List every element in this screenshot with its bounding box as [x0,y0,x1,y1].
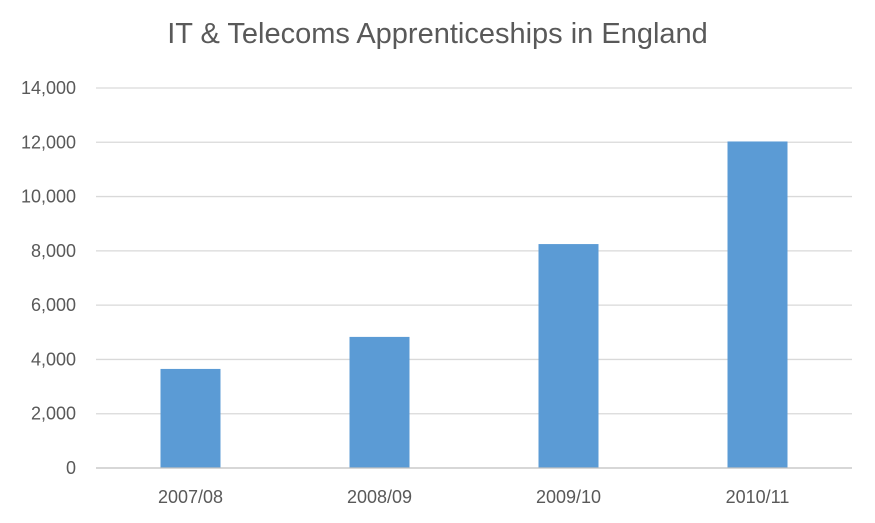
y-tick-label: 10,000 [21,187,76,207]
x-tick-label: 2009/10 [536,487,601,507]
y-tick-label: 0 [66,458,76,478]
chart-title: IT & Telecoms Apprenticeships in England [167,18,708,50]
y-tick-label: 6,000 [31,295,76,315]
y-tick-labels: 0 2,000 4,000 6,000 8,000 10,000 12,000 14,000 [21,78,76,478]
x-tick-label: 2008/09 [347,487,412,507]
y-tick-label: 12,000 [21,132,76,152]
bar-2008-09 [349,336,410,468]
bar-2009-10 [538,244,599,468]
y-tick-label: 14,000 [21,78,76,98]
x-tick-label: 2010/11 [726,487,790,507]
y-tick-label: 8,000 [31,241,76,261]
bars [160,141,788,468]
y-tick-label: 4,000 [31,349,76,369]
gridlines [96,87,852,415]
x-tick-labels: 2007/08 2008/09 2009/10 2010/11 [158,487,789,507]
x-tick-label: 2007/08 [158,487,223,507]
y-tick-label: 2,000 [31,404,76,424]
bar-2010-11 [727,141,788,468]
bar-2007-08 [160,368,221,468]
